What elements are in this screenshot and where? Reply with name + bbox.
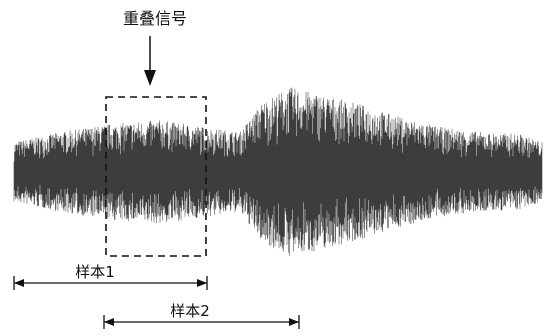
waveform (13, 87, 543, 256)
waveform-trace (13, 87, 543, 256)
sample1-label: 样本1 (75, 263, 115, 281)
down-arrow-icon (144, 36, 156, 86)
sample1-span (13, 276, 208, 290)
overlap-signal-label: 重叠信号 (123, 9, 187, 28)
sample2-label: 样本2 (170, 302, 210, 320)
overlap-region-box (105, 96, 207, 257)
sample2-span (103, 315, 300, 329)
